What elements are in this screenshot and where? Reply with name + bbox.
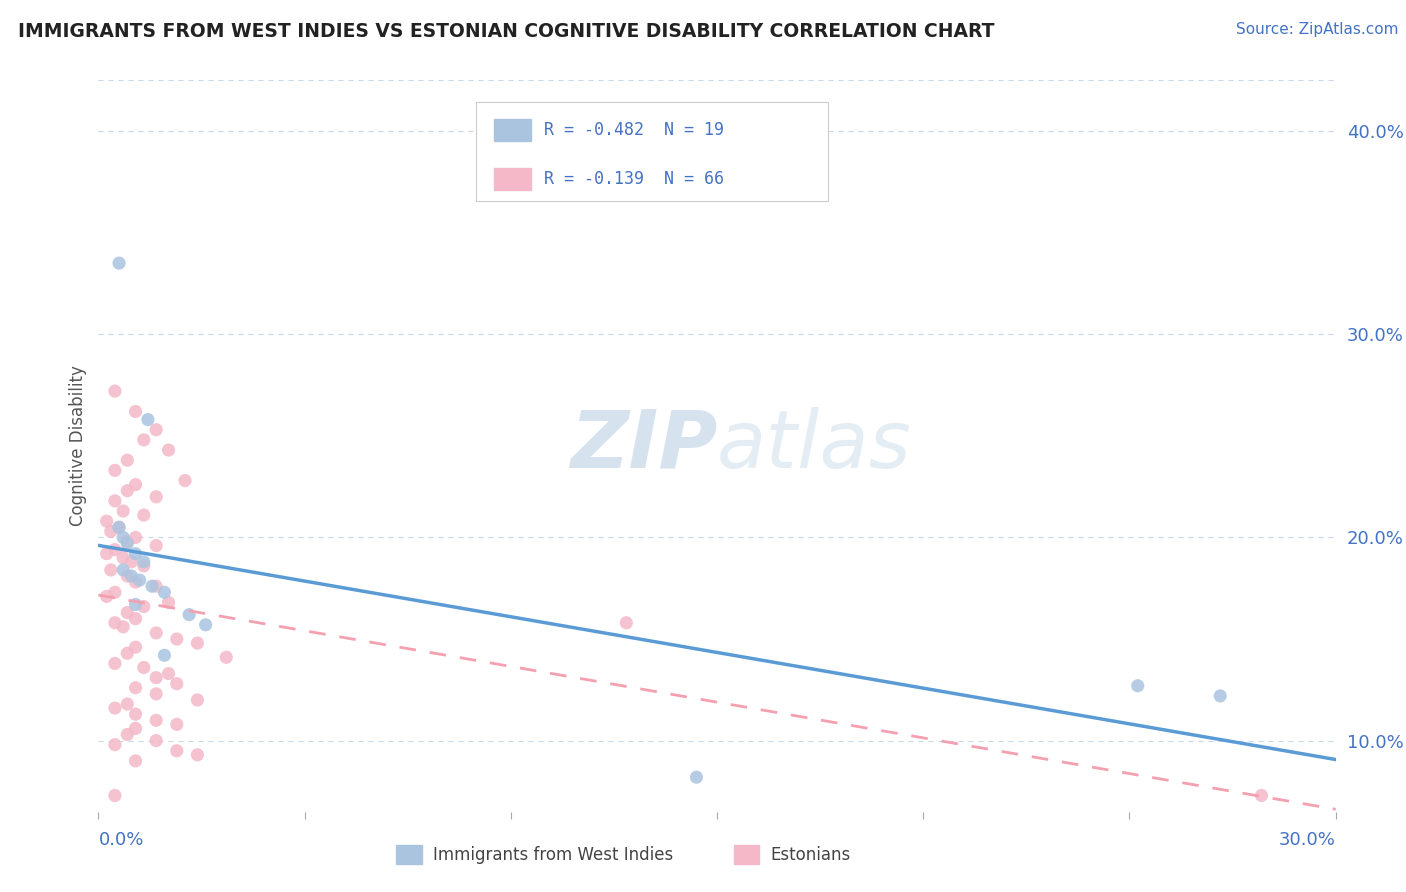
- Point: [157, 595, 180, 609]
- Point: [132, 508, 155, 522]
- Point: [108, 256, 131, 270]
- Point: [1126, 679, 1149, 693]
- Point: [166, 717, 188, 731]
- Point: [117, 697, 139, 711]
- Point: [132, 660, 155, 674]
- Point: [124, 722, 146, 736]
- Bar: [495, 119, 531, 141]
- Point: [96, 514, 118, 528]
- Point: [104, 615, 127, 630]
- Point: [145, 714, 167, 728]
- Point: [112, 620, 135, 634]
- Point: [104, 494, 127, 508]
- Point: [145, 539, 167, 553]
- Y-axis label: Cognitive Disability: Cognitive Disability: [69, 366, 87, 526]
- Point: [120, 555, 142, 569]
- Point: [120, 569, 142, 583]
- Point: [614, 615, 637, 630]
- Point: [100, 524, 122, 539]
- Text: IMMIGRANTS FROM WEST INDIES VS ESTONIAN COGNITIVE DISABILITY CORRELATION CHART: IMMIGRANTS FROM WEST INDIES VS ESTONIAN …: [18, 22, 995, 41]
- Point: [96, 547, 118, 561]
- Text: 0.0%: 0.0%: [98, 831, 143, 849]
- Point: [145, 423, 167, 437]
- Point: [124, 612, 146, 626]
- Point: [117, 646, 139, 660]
- Point: [117, 606, 139, 620]
- Point: [108, 520, 131, 534]
- Point: [186, 693, 208, 707]
- Point: [112, 550, 135, 565]
- Point: [132, 555, 155, 569]
- Point: [145, 733, 167, 747]
- Point: [145, 579, 167, 593]
- Point: [104, 657, 127, 671]
- Point: [132, 433, 155, 447]
- Point: [145, 671, 167, 685]
- Point: [104, 542, 127, 557]
- Point: [112, 504, 135, 518]
- Point: [166, 632, 188, 646]
- Point: [166, 744, 188, 758]
- Point: [174, 474, 197, 488]
- Point: [104, 384, 127, 399]
- Point: [117, 534, 139, 549]
- Point: [157, 443, 180, 458]
- Point: [153, 648, 176, 663]
- Point: [117, 536, 139, 550]
- Point: [145, 490, 167, 504]
- Point: [104, 789, 127, 803]
- Point: [166, 676, 188, 690]
- Point: [124, 754, 146, 768]
- Point: [153, 585, 176, 599]
- Point: [117, 483, 139, 498]
- Point: [128, 573, 150, 587]
- Point: [132, 599, 155, 614]
- Point: [124, 598, 146, 612]
- Point: [124, 640, 146, 655]
- Point: [104, 463, 127, 477]
- Point: [104, 738, 127, 752]
- Point: [186, 747, 208, 762]
- Point: [100, 563, 122, 577]
- Text: R = -0.482  N = 19: R = -0.482 N = 19: [544, 121, 724, 139]
- Text: Immigrants from West Indies: Immigrants from West Indies: [433, 846, 673, 863]
- Point: [112, 530, 135, 544]
- Point: [124, 477, 146, 491]
- Text: 30.0%: 30.0%: [1279, 831, 1336, 849]
- Point: [145, 626, 167, 640]
- Point: [215, 650, 238, 665]
- Point: [104, 701, 127, 715]
- Point: [96, 590, 118, 604]
- Point: [179, 607, 201, 622]
- Point: [112, 563, 135, 577]
- Text: R = -0.139  N = 66: R = -0.139 N = 66: [544, 170, 724, 188]
- Text: atlas: atlas: [717, 407, 912, 485]
- Point: [132, 558, 155, 573]
- Text: ZIP: ZIP: [569, 407, 717, 485]
- Point: [194, 617, 217, 632]
- Point: [124, 681, 146, 695]
- Point: [145, 687, 167, 701]
- Point: [104, 585, 127, 599]
- Text: Source: ZipAtlas.com: Source: ZipAtlas.com: [1236, 22, 1399, 37]
- Point: [124, 575, 146, 590]
- Point: [685, 770, 707, 784]
- Point: [141, 579, 163, 593]
- Point: [117, 453, 139, 467]
- Point: [108, 520, 131, 534]
- Point: [1250, 789, 1272, 803]
- Text: Estonians: Estonians: [770, 846, 851, 863]
- Point: [117, 569, 139, 583]
- Point: [1209, 689, 1232, 703]
- Point: [124, 530, 146, 544]
- Point: [157, 666, 180, 681]
- FancyBboxPatch shape: [475, 103, 828, 201]
- Point: [186, 636, 208, 650]
- Point: [124, 547, 146, 561]
- Point: [117, 727, 139, 741]
- Bar: [495, 169, 531, 190]
- Point: [124, 707, 146, 722]
- Point: [136, 412, 159, 426]
- Point: [124, 404, 146, 418]
